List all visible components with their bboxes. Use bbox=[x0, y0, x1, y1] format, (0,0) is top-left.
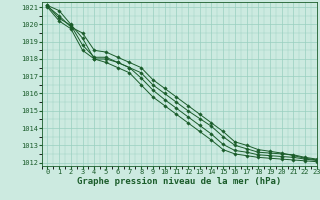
X-axis label: Graphe pression niveau de la mer (hPa): Graphe pression niveau de la mer (hPa) bbox=[77, 177, 281, 186]
